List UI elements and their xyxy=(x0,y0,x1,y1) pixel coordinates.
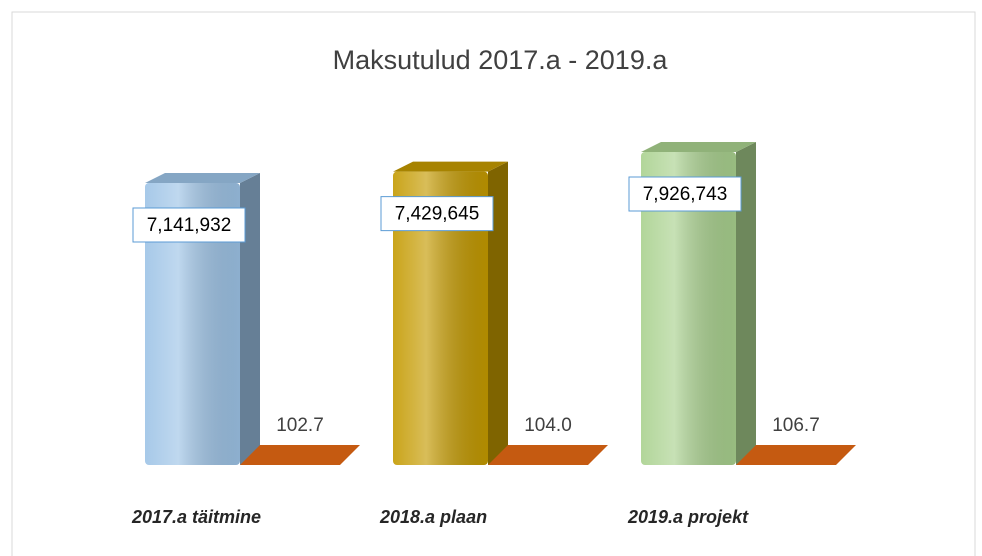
x-tick-label: 2018.a plaan xyxy=(379,507,487,527)
bar xyxy=(488,444,608,465)
x-tick-label: 2017.a täitmine xyxy=(131,507,261,527)
bar-shine xyxy=(641,152,736,465)
bar-side xyxy=(240,172,260,465)
bar-side xyxy=(488,161,508,465)
bar-shine xyxy=(393,171,488,465)
bar-top xyxy=(393,161,508,172)
data-label: 102.7 xyxy=(276,415,324,436)
data-label: 104.0 xyxy=(524,415,572,436)
data-label: 7,141,932 xyxy=(147,215,232,236)
bar xyxy=(240,444,360,465)
bar-top xyxy=(641,142,756,152)
data-label: 106.7 xyxy=(772,415,820,436)
data-label: 7,926,743 xyxy=(643,184,728,205)
bar xyxy=(736,444,856,465)
data-label-box xyxy=(628,176,742,212)
data-label-box xyxy=(380,196,494,232)
bar-side xyxy=(736,142,756,465)
data-label-box xyxy=(132,207,246,243)
chart-title: Maksutulud 2017.a - 2019.a xyxy=(333,45,669,75)
x-tick-label: 2019.a projekt xyxy=(627,507,749,527)
bar-shine xyxy=(145,182,240,465)
bar-top xyxy=(145,172,260,183)
data-label: 7,429,645 xyxy=(395,204,480,225)
